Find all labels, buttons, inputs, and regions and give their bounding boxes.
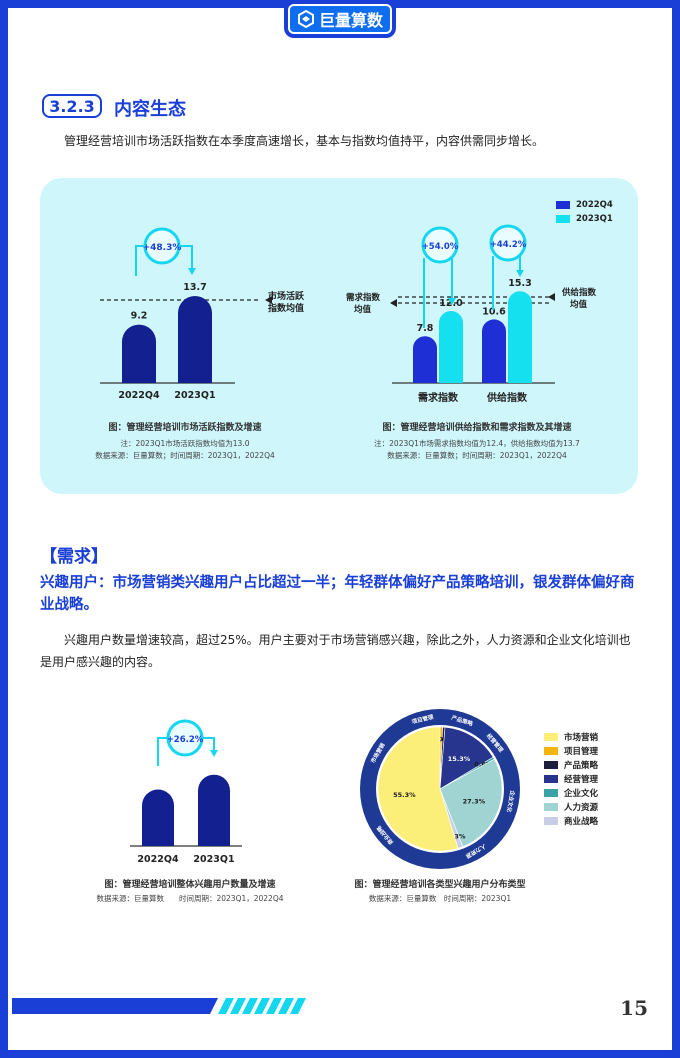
pie-slice-label: 15.3% [448, 755, 471, 763]
pie-slice-label: 0.6% [434, 736, 453, 744]
legend-label: 产品策略 [564, 761, 599, 771]
supply-mean-label-2: 均值 [570, 299, 588, 310]
users-bar-2022Q4 [142, 789, 174, 846]
pie-slice-label: 1.3% [447, 833, 466, 841]
legend-label: 企业文化 [564, 789, 599, 799]
users-category-label: 2023Q1 [193, 854, 234, 865]
pie-slice-label: 27.3% [463, 798, 486, 806]
activity-note-text: 注：2023Q1市场活跃指数均值为13.0 [120, 439, 250, 448]
demand-paragraph: 兴趣用户数量增速较高，超过25%。用户主要对于市场营销感兴趣，除此之外，人力资源… [40, 633, 631, 669]
legend-swatch [544, 817, 558, 825]
pie-caption: 图：管理经营培训各类型兴趣用户分布类型 [354, 880, 526, 890]
legend-swatch [544, 803, 558, 811]
pie-legend-item: 经营管理 [544, 772, 598, 786]
legend-label: 市场营销 [564, 733, 599, 743]
demand-headline: 兴趣用户：市场营销类兴趣用户占比超过一半；年轻群体偏好产品策略培训，银发群体偏好… [40, 575, 635, 613]
pie-legend: 市场营销项目管理产品策略经营管理企业文化人力资源商业战略 [544, 730, 598, 828]
brand-name: 巨量算数 [318, 11, 383, 30]
activity-mean-label-1: 市场活跃 [268, 290, 305, 302]
pie-slice-经营管理 [439, 726, 494, 790]
legend-swatch [544, 789, 558, 797]
legend-label: 2022Q4 [576, 200, 613, 210]
activity-bar-2022Q4 [122, 324, 156, 383]
activity-source-text: 数据来源：巨量算数；时间周期：2023Q1，2022Q4 [95, 451, 275, 460]
section-number: 3.2.3 [42, 94, 102, 118]
legend-label: 2023Q1 [576, 214, 613, 224]
activity-bar-2023Q1 [178, 296, 212, 383]
pie-slice-label: 0.7% [432, 736, 451, 744]
users-category-label: 2022Q4 [137, 854, 179, 865]
pie-legend-item: 企业文化 [544, 786, 598, 800]
legend-label: 人力资源 [564, 803, 599, 813]
supply-note: 注：2023Q1市场需求指数均值为12.4，供给指数均值为13.7 数据来源：巨… [352, 438, 602, 462]
pie-legend-item: 人力资源 [544, 800, 598, 814]
legend-item-2022q4: 2022Q4 [556, 198, 613, 212]
activity-value-label: 13.7 [183, 282, 206, 293]
supply-note-text: 注：2023Q1市场需求指数均值为12.4，供给指数均值为13.7 [374, 439, 580, 448]
activity-caption: 图：管理经营培训市场活跃指数及增速 [108, 423, 262, 433]
legend-label: 经营管理 [564, 775, 599, 785]
legend-swatch [544, 747, 558, 755]
supply-source-text: 数据来源：巨量算数；时间周期：2023Q1，2022Q4 [387, 451, 567, 460]
users-source: 数据来源：巨量算数 时间周期：2023Q1，2022Q4 [96, 894, 284, 903]
supply-value-label: 7.8 [417, 323, 434, 334]
supply-value-label: 15.3 [508, 278, 531, 289]
activity-category-label: 2022Q4 [118, 390, 160, 400]
pie-slice-label: 55.3% [393, 791, 416, 799]
legend-swatch [544, 775, 558, 783]
supply-growth-label: +44.2% [490, 240, 527, 250]
supply-mean-label-1: 供给指数 [561, 287, 597, 298]
supply-demand-chart: 需求指数 均值 供给指数 均值 7.812.0需求指数10.615.3供给指数 … [346, 224, 597, 404]
users-growth-label: +26.2% [167, 735, 204, 745]
pie-slice-label: 0.6% [474, 761, 493, 769]
activity-note: 注：2023Q1市场活跃指数均值为13.0 数据来源：巨量算数；时间周期：202… [60, 438, 310, 462]
supply-bar-2023Q1-0 [439, 311, 463, 383]
legend-item-2023q1: 2023Q1 [556, 212, 613, 226]
supply-bar-2023Q1-1 [508, 291, 532, 383]
demand-mean-label-1: 需求指数 [346, 292, 381, 303]
page-number: 15 [620, 996, 648, 1020]
legend-swatch [544, 733, 558, 741]
legend-swatch [544, 761, 558, 769]
demand-growth-label: +54.0% [422, 242, 459, 252]
section-title: 内容生态 [114, 99, 186, 120]
legend-label: 项目管理 [564, 747, 599, 757]
users-caption: 图：管理经营培训整体兴趣用户数量及增速 [104, 880, 276, 890]
supply-value-label: 10.6 [482, 306, 506, 317]
footer-stripe [12, 998, 306, 1014]
pie-legend-item: 商业战略 [544, 814, 598, 828]
supply-caption: 图：管理经营培训供给指数和需求指数及其增速 [382, 423, 572, 433]
demand-mean-label-2: 均值 [354, 304, 372, 315]
supply-category-label: 供给指数 [486, 391, 528, 404]
activity-growth-label: +48.3% [143, 243, 182, 253]
demand-heading: 【需求】 [40, 547, 108, 567]
supply-category-label: 需求指数 [418, 391, 459, 404]
interest-type-pie: 0.7%0.6%15.3%0.6%27.3%1.3%55.3% 项目管理 产品策略… [360, 709, 520, 869]
intro-paragraph: 管理经营培训市场活跃指数在本季度高速增长，基本与指数均值持平，内容供需同步增长。 [64, 134, 545, 148]
pie-legend-item: 项目管理 [544, 744, 598, 758]
supply-bar-2022Q4-1 [482, 319, 506, 383]
brand-icon [297, 10, 314, 28]
pie-slice-人力资源 [439, 758, 503, 848]
activity-index-chart: 市场活跃 指数均值 9.2 2022Q4 13.7 2023Q1 +48.3% [100, 227, 305, 400]
activity-category-label: 2023Q1 [174, 390, 215, 400]
users-bar-2023Q1 [198, 774, 230, 846]
pie-legend-item: 市场营销 [544, 730, 598, 744]
supply-demand-legend: 2022Q4 2023Q1 [556, 198, 613, 226]
pie-legend-item: 产品策略 [544, 758, 598, 772]
activity-value-label: 9.2 [131, 311, 148, 322]
supply-bar-2022Q4-0 [413, 336, 437, 383]
legend-label: 商业战略 [564, 817, 599, 827]
activity-mean-label-2: 指数均值 [268, 302, 304, 314]
pie-source: 数据来源：巨量算数 时间周期：2023Q1 [368, 894, 512, 903]
brand-logo: 巨量算数 [288, 4, 392, 34]
interest-users-chart: 2022Q4 2023Q1 +26.2% [130, 719, 242, 865]
pie-ring-label: 企业文化 [505, 789, 517, 814]
pie-slice-市场营销 [377, 726, 459, 852]
